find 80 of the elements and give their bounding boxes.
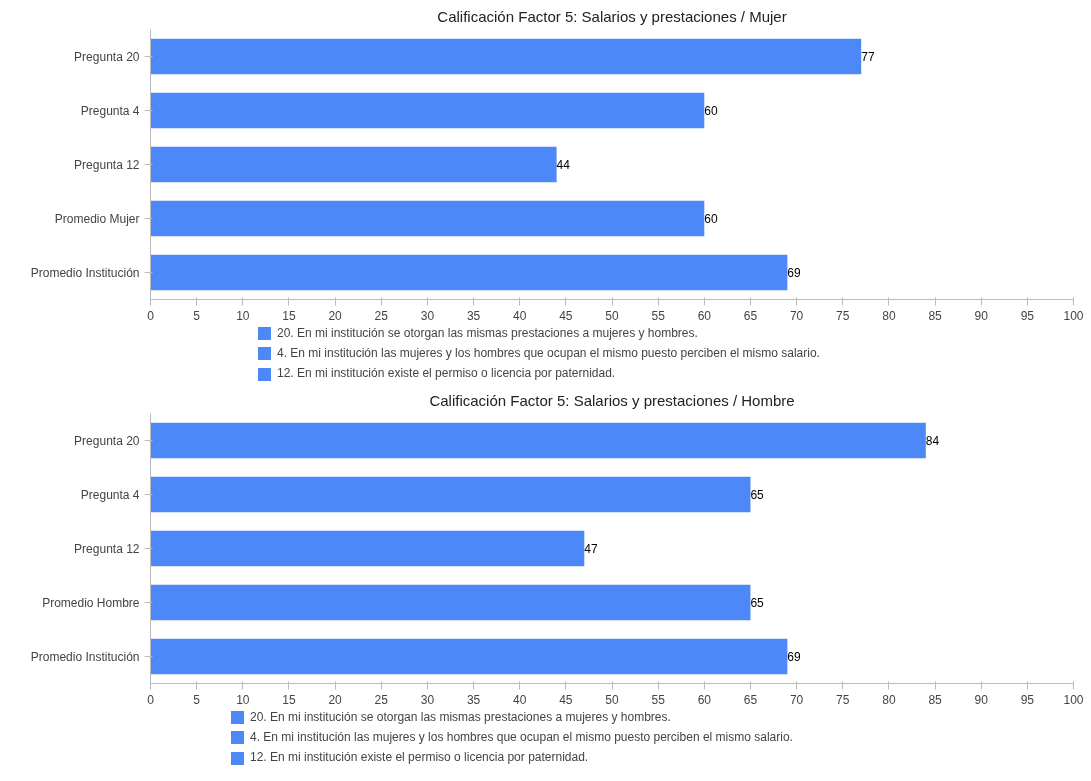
x-tick-label: 35 [466, 308, 481, 323]
x-tick-label: 0 [147, 692, 155, 707]
y-tick-label: Pregunta 4 [80, 487, 140, 502]
x-tick-label: 100 [1063, 308, 1084, 323]
bar [150, 200, 705, 237]
text: 4. En mi institución las mujeres y los hombres que ocupan el mismo puesto perciben el mismo salario. [249, 729, 793, 747]
x-tick-label: 15 [282, 308, 296, 323]
x-tick-label: 95 [1020, 692, 1035, 707]
data-label: 84 [925, 434, 940, 448]
text: 12. En mi institución existe el permiso o licencia por paternidad. [276, 365, 617, 383]
x-tick-label: 5 [193, 692, 201, 707]
x-tick-label: 55 [651, 692, 666, 707]
bar [150, 638, 788, 675]
bar [150, 530, 585, 567]
x-tick-label: 50 [605, 308, 619, 323]
x-tick-label: 35 [466, 692, 481, 707]
x-tick-label: 15 [282, 692, 296, 707]
x-tick-label: 25 [374, 308, 389, 323]
chart-title: Calificación Factor 5: Salarios y prestaciones / Hombre [429, 391, 795, 409]
x-tick-label: 5 [193, 308, 201, 323]
y-tick-label: Promedio Hombre [42, 595, 140, 610]
x-tick-label: 10 [236, 692, 250, 707]
x-tick-label: 20 [328, 692, 343, 707]
x-tick-label: 90 [974, 692, 989, 707]
data-label: 60 [704, 212, 718, 226]
x-tick-label: 75 [836, 692, 850, 707]
x-tick-label: 55 [651, 308, 666, 323]
bar [150, 146, 557, 183]
x-tick-label: 80 [882, 692, 896, 707]
data-label: 65 [750, 596, 765, 610]
x-tick-label: 10 [236, 308, 250, 323]
text: 4. En mi institución las mujeres y los hombres que ocupan el mismo puesto perciben el mismo salario. [276, 345, 820, 363]
x-tick-label: 40 [513, 692, 527, 707]
x-tick-label: 60 [697, 692, 712, 707]
x-tick-label: 65 [743, 308, 758, 323]
y-tick-label: Promedio Mujer [54, 211, 140, 226]
data-label: 69 [787, 650, 802, 664]
x-tick-label: 50 [605, 692, 619, 707]
y-tick-label: Pregunta 20 [74, 49, 140, 64]
data-label: 47 [584, 542, 598, 556]
text: 12. En mi institución existe el permiso o licencia por paternidad. [249, 749, 590, 767]
bar [150, 92, 705, 129]
bar [150, 254, 788, 291]
x-tick-label: 85 [928, 308, 943, 323]
data-label: 77 [861, 50, 875, 64]
chart-title: Calificación Factor 5: Salarios y prestaciones / Mujer [437, 7, 787, 25]
bar [150, 422, 926, 459]
data-label: 44 [556, 158, 571, 172]
text: 20. En mi institución se otorgan las mismas prestaciones a mujeres y hombres. [276, 325, 699, 342]
x-tick-label: 75 [836, 308, 850, 323]
bar [150, 584, 751, 621]
x-tick-label: 70 [789, 308, 804, 323]
x-tick-label: 65 [743, 692, 758, 707]
x-tick-label: 85 [928, 692, 943, 707]
y-tick-label: Promedio Institución [30, 649, 140, 664]
x-tick-label: 0 [147, 308, 155, 323]
data-label: 60 [704, 104, 718, 118]
y-tick-label: Promedio Institución [30, 265, 140, 280]
bar [150, 38, 862, 75]
x-tick-label: 70 [789, 692, 804, 707]
x-tick-label: 45 [559, 692, 573, 707]
y-tick-label: Pregunta 4 [80, 103, 140, 118]
y-tick-label: Pregunta 20 [74, 433, 140, 448]
x-tick-label: 45 [559, 308, 573, 323]
data-label: 69 [787, 266, 802, 280]
data-label: 65 [750, 488, 765, 502]
x-tick-label: 60 [697, 308, 712, 323]
x-tick-label: 100 [1063, 692, 1084, 707]
bar [150, 476, 751, 513]
text: 20. En mi institución se otorgan las mismas prestaciones a mujeres y hombres. [249, 709, 672, 726]
y-tick-label: Pregunta 12 [74, 157, 140, 172]
x-tick-label: 25 [374, 692, 389, 707]
x-tick-label: 20 [328, 308, 343, 323]
x-tick-label: 90 [974, 308, 989, 323]
x-tick-label: 30 [420, 692, 435, 707]
x-tick-label: 30 [420, 308, 435, 323]
x-tick-label: 40 [513, 308, 527, 323]
y-tick-label: Pregunta 12 [74, 541, 140, 556]
x-tick-label: 80 [882, 308, 896, 323]
x-tick-label: 95 [1020, 308, 1035, 323]
